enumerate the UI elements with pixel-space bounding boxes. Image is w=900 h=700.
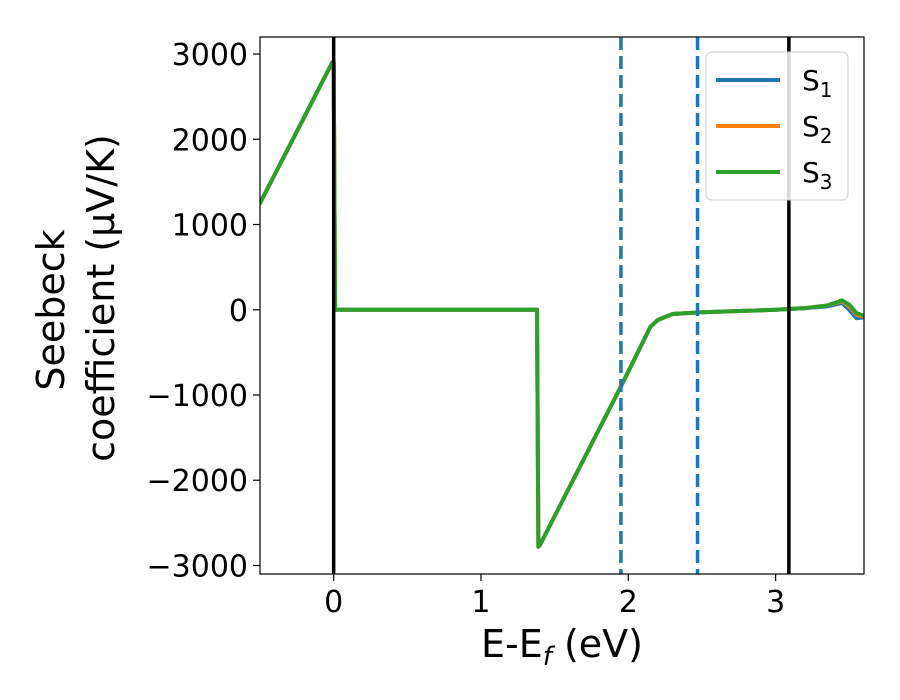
- y-tick-label: −2000: [147, 464, 248, 499]
- y-tick-label: 0: [229, 294, 248, 329]
- legend-label: S2: [802, 110, 833, 148]
- y-tick-label: 3000: [172, 38, 248, 73]
- y-tick-label: 1000: [172, 209, 248, 244]
- x-axis-title: E-Ef (eV): [481, 622, 643, 672]
- y-ticks: 3000 2000 1000 0 −1000 −2000 −3000: [147, 38, 260, 584]
- x-tick-label: 3: [766, 585, 785, 620]
- y-tick-label: −3000: [147, 549, 248, 584]
- x-tick-label: 0: [324, 585, 343, 620]
- plot-frame: [259, 36, 865, 575]
- y-tick-label: −1000: [147, 379, 248, 414]
- x-ticks: 0 1 2 3: [324, 574, 785, 620]
- x-tick-label: 2: [619, 585, 638, 620]
- x-axis-title-main: E-E: [481, 622, 543, 666]
- y-axis-title-line2: coefficient (μV/K): [79, 134, 123, 462]
- legend: S1 S2 S3: [705, 51, 849, 201]
- x-tick-label: 1: [471, 585, 490, 620]
- y-axis-title-line1: Seebeck: [29, 229, 73, 390]
- legend-label: S3: [802, 156, 833, 194]
- y-tick-label: 2000: [172, 123, 248, 158]
- legend-label: S1: [802, 64, 833, 102]
- x-axis-title-unit: (eV): [552, 622, 643, 666]
